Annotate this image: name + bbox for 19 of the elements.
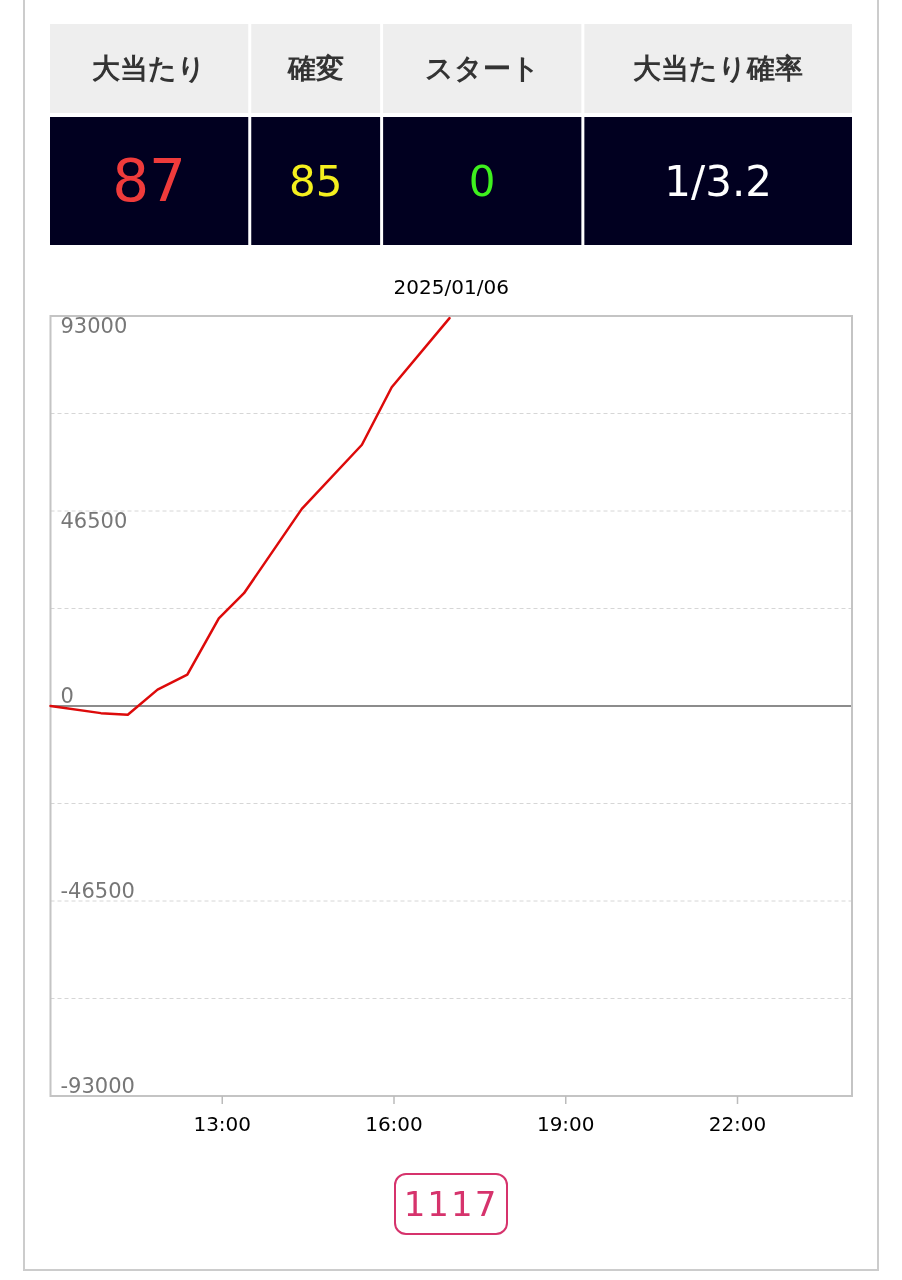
text: 87 [112, 147, 187, 215]
chart-title: 2025/01/06 [393, 275, 509, 299]
y-tick-label: 93000 [60, 314, 128, 338]
category-label: スタート [424, 52, 540, 85]
y-tick-label: 46500 [60, 509, 128, 533]
category-label: 大当たり [92, 52, 207, 85]
text: 1117 [403, 1184, 499, 1224]
text: 1/3.2 [664, 156, 773, 206]
y-tick-label: 0 [60, 684, 74, 708]
y-tick-label: -46500 [60, 879, 135, 903]
x-tick-label: 19:00 [536, 1112, 595, 1136]
x-tick-label: 13:00 [193, 1112, 252, 1136]
y-tick-label: -93000 [60, 1074, 135, 1098]
category-label: 確変 [286, 52, 344, 85]
text: 0 [468, 156, 496, 206]
category-label: 大当たり確率 [633, 52, 804, 85]
x-tick-label: 16:00 [365, 1112, 423, 1136]
text: 85 [288, 156, 343, 206]
x-tick-label: 22:00 [708, 1112, 767, 1136]
